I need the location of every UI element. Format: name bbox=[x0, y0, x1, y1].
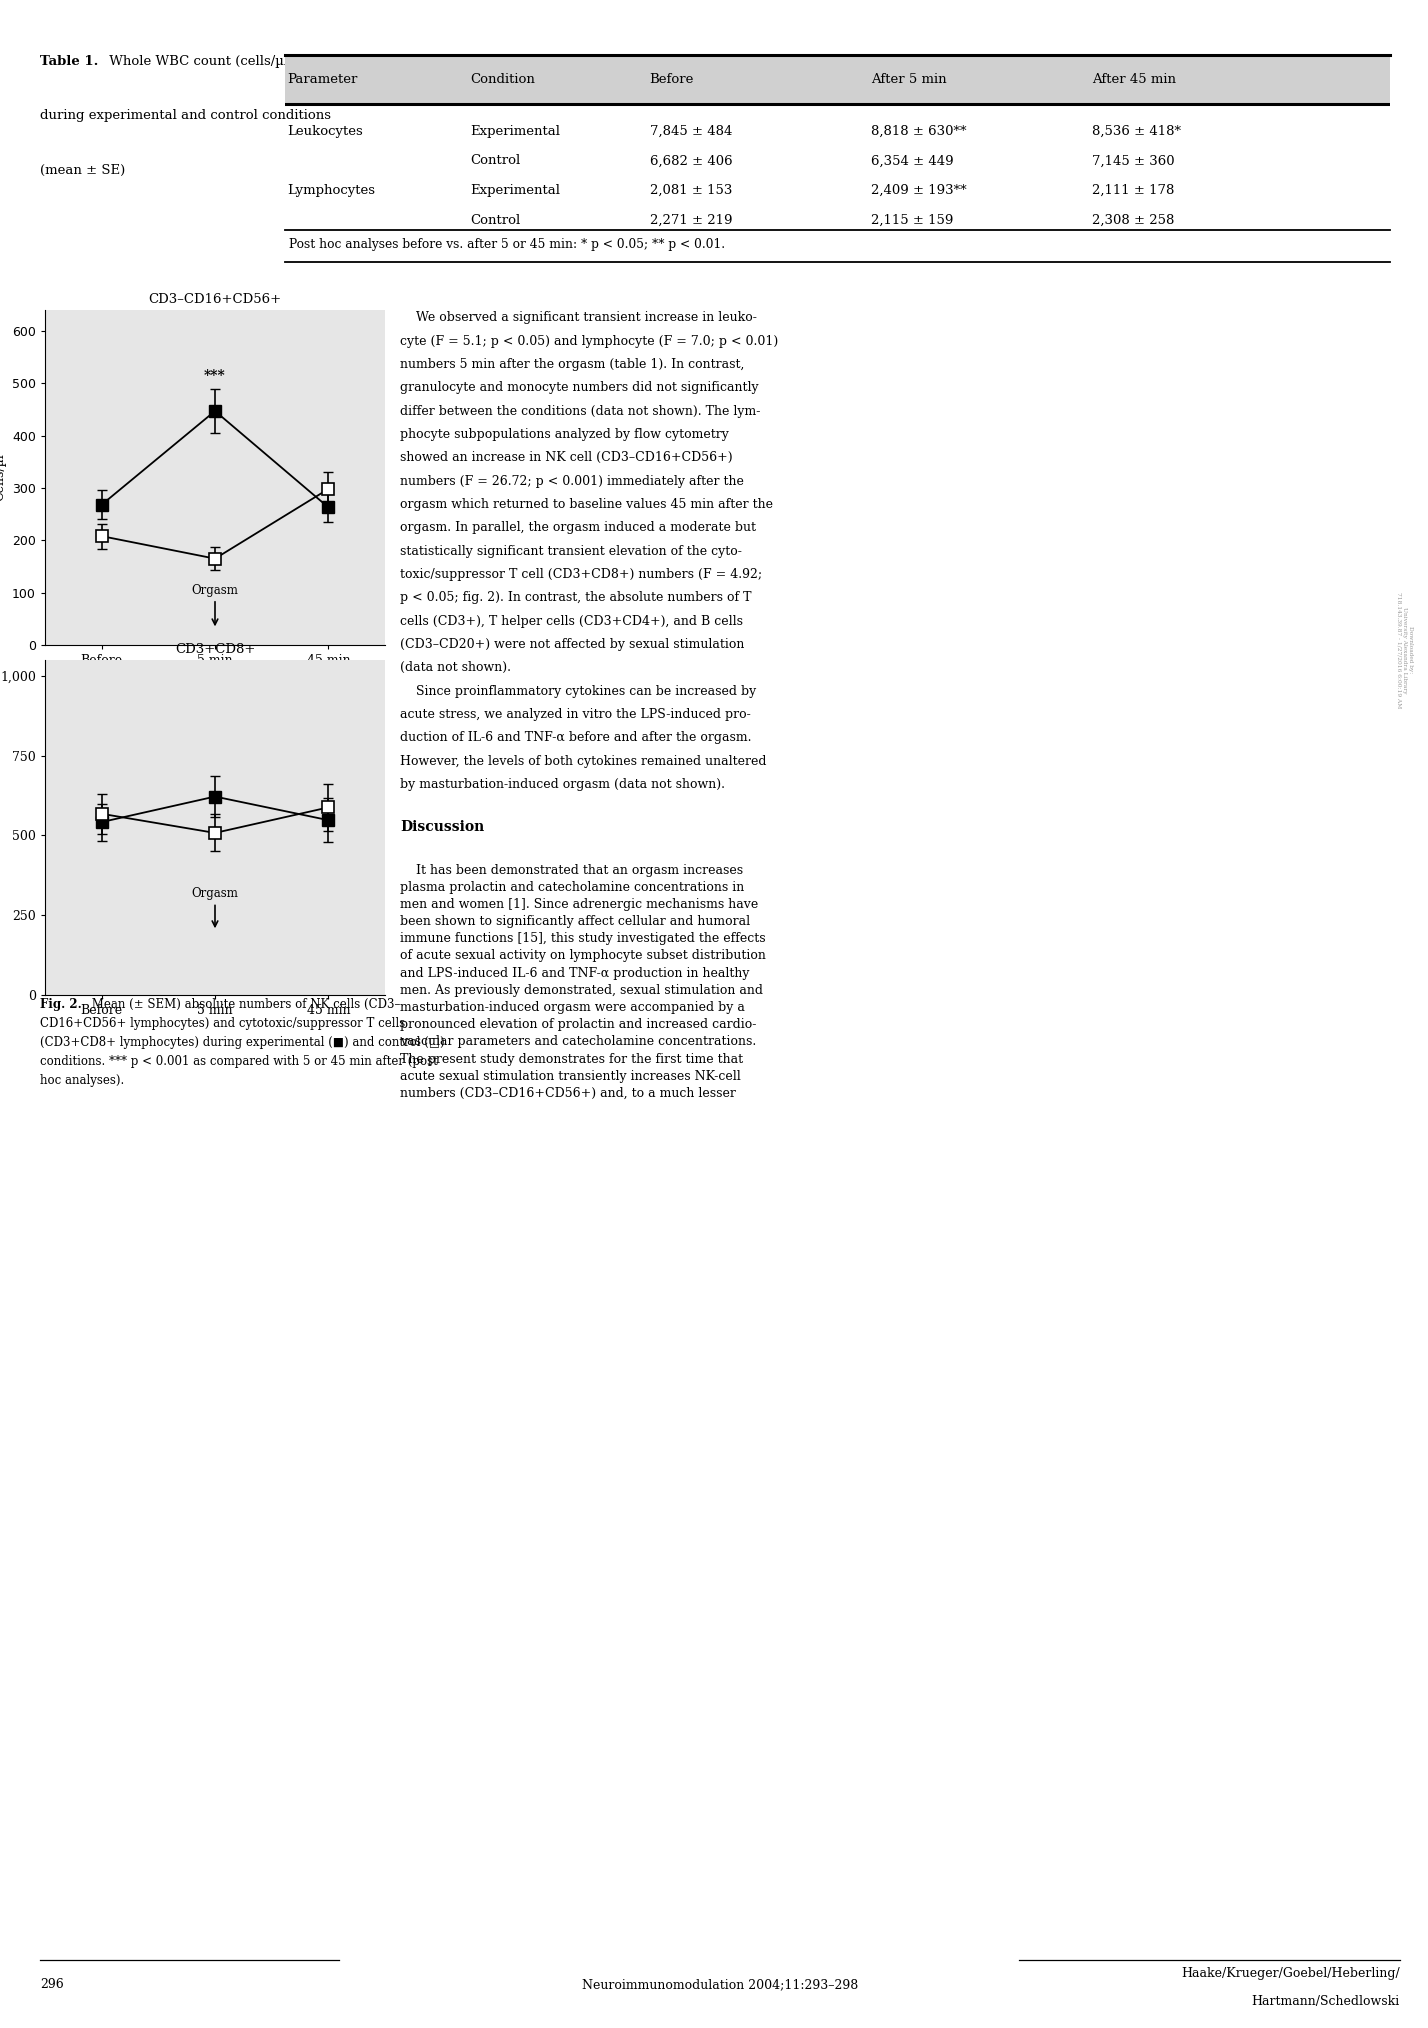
Text: Orgasm: Orgasm bbox=[191, 886, 238, 900]
Text: (mean ± SE): (mean ± SE) bbox=[40, 164, 126, 176]
Text: Condition: Condition bbox=[471, 73, 536, 85]
Text: numbers (F = 26.72; p < 0.001) immediately after the: numbers (F = 26.72; p < 0.001) immediate… bbox=[400, 475, 744, 487]
Bar bbox=[286, 55, 1389, 103]
Text: Control: Control bbox=[471, 213, 521, 227]
Text: After 45 min: After 45 min bbox=[1091, 73, 1175, 85]
Text: orgasm which returned to baseline values 45 min after the: orgasm which returned to baseline values… bbox=[400, 497, 773, 511]
Title: CD3+CD8+: CD3+CD8+ bbox=[174, 643, 256, 655]
Text: ***: *** bbox=[204, 369, 226, 383]
Text: It has been demonstrated that an orgasm increases: It has been demonstrated that an orgasm … bbox=[400, 864, 743, 876]
Text: pronounced elevation of prolactin and increased cardio-: pronounced elevation of prolactin and in… bbox=[400, 1018, 757, 1030]
Text: Neuroimmunomodulation 2004;11:293–298: Neuroimmunomodulation 2004;11:293–298 bbox=[581, 1977, 858, 1991]
Text: 2,409 ± 193**: 2,409 ± 193** bbox=[871, 185, 967, 197]
Text: Leukocytes: Leukocytes bbox=[287, 124, 363, 138]
Text: duction of IL-6 and TNF-α before and after the orgasm.: duction of IL-6 and TNF-α before and aft… bbox=[400, 732, 751, 744]
Text: men and women [1]. Since adrenergic mechanisms have: men and women [1]. Since adrenergic mech… bbox=[400, 898, 758, 911]
Title: CD3–CD16+CD56+: CD3–CD16+CD56+ bbox=[149, 294, 281, 306]
Text: Discussion: Discussion bbox=[400, 819, 484, 834]
Text: 2,308 ± 258: 2,308 ± 258 bbox=[1091, 213, 1174, 227]
Text: Experimental: Experimental bbox=[471, 185, 561, 197]
Text: CD16+CD56+ lymphocytes) and cytotoxic/suppressor T cells: CD16+CD56+ lymphocytes) and cytotoxic/su… bbox=[40, 1018, 406, 1030]
Text: numbers 5 min after the orgasm (table 1). In contrast,: numbers 5 min after the orgasm (table 1)… bbox=[400, 357, 744, 371]
Text: vascular parameters and catecholamine concentrations.: vascular parameters and catecholamine co… bbox=[400, 1036, 757, 1048]
Text: Orgasm: Orgasm bbox=[191, 584, 238, 596]
Text: 6,354 ± 449: 6,354 ± 449 bbox=[871, 154, 954, 168]
Text: 2,081 ± 153: 2,081 ± 153 bbox=[650, 185, 733, 197]
Text: orgasm. In parallel, the orgasm induced a moderate but: orgasm. In parallel, the orgasm induced … bbox=[400, 521, 755, 533]
Text: Since proinflammatory cytokines can be increased by: Since proinflammatory cytokines can be i… bbox=[400, 685, 757, 698]
Text: The present study demonstrates for the first time that: The present study demonstrates for the f… bbox=[400, 1053, 743, 1065]
Text: 2,111 ± 178: 2,111 ± 178 bbox=[1091, 185, 1174, 197]
Text: 2,271 ± 219: 2,271 ± 219 bbox=[650, 213, 733, 227]
Text: 7,145 ± 360: 7,145 ± 360 bbox=[1091, 154, 1174, 168]
Text: Control: Control bbox=[471, 154, 521, 168]
Text: Before: Before bbox=[650, 73, 694, 85]
Text: Table 1.: Table 1. bbox=[40, 55, 99, 69]
Text: hoc analyses).: hoc analyses). bbox=[40, 1075, 124, 1087]
Y-axis label: Cells/µl: Cells/µl bbox=[0, 454, 6, 501]
Text: of acute sexual activity on lymphocyte subset distribution: of acute sexual activity on lymphocyte s… bbox=[400, 949, 765, 963]
Text: by masturbation-induced orgasm (data not shown).: by masturbation-induced orgasm (data not… bbox=[400, 779, 725, 791]
Text: Hartmann/Schedlowski: Hartmann/Schedlowski bbox=[1252, 1996, 1399, 2008]
Text: (data not shown).: (data not shown). bbox=[400, 661, 511, 673]
Text: toxic/suppressor T cell (CD3+CD8+) numbers (F = 4.92;: toxic/suppressor T cell (CD3+CD8+) numbe… bbox=[400, 568, 763, 580]
Text: (CD3+CD8+ lymphocytes) during experimental (■) and control (□): (CD3+CD8+ lymphocytes) during experiment… bbox=[40, 1036, 444, 1048]
Text: 2,115 ± 159: 2,115 ± 159 bbox=[871, 213, 952, 227]
Text: immune functions [15], this study investigated the effects: immune functions [15], this study invest… bbox=[400, 933, 765, 945]
Text: acute sexual stimulation transiently increases NK-cell: acute sexual stimulation transiently inc… bbox=[400, 1071, 741, 1083]
Text: acute stress, we analyzed in vitro the LPS-induced pro-: acute stress, we analyzed in vitro the L… bbox=[400, 708, 751, 720]
Text: Whole WBC count (cells/µl): Whole WBC count (cells/µl) bbox=[104, 55, 293, 69]
Text: masturbation-induced orgasm were accompanied by a: masturbation-induced orgasm were accompa… bbox=[400, 1002, 745, 1014]
Text: differ between the conditions (data not shown). The lym-: differ between the conditions (data not … bbox=[400, 404, 760, 418]
Text: cells (CD3+), T helper cells (CD3+CD4+), and B cells: cells (CD3+), T helper cells (CD3+CD4+),… bbox=[400, 614, 743, 627]
Text: during experimental and control conditions: during experimental and control conditio… bbox=[40, 110, 331, 122]
Text: However, the levels of both cytokines remained unaltered: However, the levels of both cytokines re… bbox=[400, 754, 767, 767]
Text: 8,818 ± 630**: 8,818 ± 630** bbox=[871, 124, 967, 138]
Text: showed an increase in NK cell (CD3–CD16+CD56+): showed an increase in NK cell (CD3–CD16+… bbox=[400, 450, 733, 464]
Text: 296: 296 bbox=[40, 1977, 64, 1991]
Text: cyte (F = 5.1; p < 0.05) and lymphocyte (F = 7.0; p < 0.01): cyte (F = 5.1; p < 0.05) and lymphocyte … bbox=[400, 335, 778, 347]
Text: After 5 min: After 5 min bbox=[871, 73, 947, 85]
Text: Fig. 2.: Fig. 2. bbox=[40, 998, 81, 1012]
Text: We observed a significant transient increase in leuko-: We observed a significant transient incr… bbox=[400, 310, 757, 324]
Text: granulocyte and monocyte numbers did not significantly: granulocyte and monocyte numbers did not… bbox=[400, 381, 758, 393]
Text: conditions. *** p < 0.001 as compared with 5 or 45 min after (post: conditions. *** p < 0.001 as compared wi… bbox=[40, 1055, 438, 1069]
Text: 6,682 ± 406: 6,682 ± 406 bbox=[650, 154, 733, 168]
Text: numbers (CD3–CD16+CD56+) and, to a much lesser: numbers (CD3–CD16+CD56+) and, to a much … bbox=[400, 1087, 735, 1099]
Text: 7,845 ± 484: 7,845 ± 484 bbox=[650, 124, 733, 138]
Text: Lymphocytes: Lymphocytes bbox=[287, 185, 376, 197]
Text: statistically significant transient elevation of the cyto-: statistically significant transient elev… bbox=[400, 544, 743, 558]
Text: 8,536 ± 418*: 8,536 ± 418* bbox=[1091, 124, 1181, 138]
Text: Haake/Krueger/Goebel/Heberling/: Haake/Krueger/Goebel/Heberling/ bbox=[1181, 1967, 1399, 1979]
Text: Experimental: Experimental bbox=[471, 124, 561, 138]
Text: (CD3–CD20+) were not affected by sexual stimulation: (CD3–CD20+) were not affected by sexual … bbox=[400, 639, 744, 651]
Text: men. As previously demonstrated, sexual stimulation and: men. As previously demonstrated, sexual … bbox=[400, 984, 763, 998]
Text: Downloaded by:
University Alexandra Library
718.143.39.87 - 1/27/2016 6:00:19 AM: Downloaded by: University Alexandra Libr… bbox=[1397, 592, 1414, 708]
Text: Parameter: Parameter bbox=[287, 73, 357, 85]
Text: Mean (± SEM) absolute numbers of NK cells (CD3–: Mean (± SEM) absolute numbers of NK cell… bbox=[89, 998, 400, 1012]
Text: Post hoc analyses before vs. after 5 or 45 min: * p < 0.05; ** p < 0.01.: Post hoc analyses before vs. after 5 or … bbox=[290, 237, 725, 251]
Text: been shown to significantly affect cellular and humoral: been shown to significantly affect cellu… bbox=[400, 915, 750, 929]
Text: and LPS-induced IL-6 and TNF-α production in healthy: and LPS-induced IL-6 and TNF-α productio… bbox=[400, 967, 750, 980]
Text: plasma prolactin and catecholamine concentrations in: plasma prolactin and catecholamine conce… bbox=[400, 880, 744, 894]
Text: p < 0.05; fig. 2). In contrast, the absolute numbers of T: p < 0.05; fig. 2). In contrast, the abso… bbox=[400, 592, 751, 604]
Text: phocyte subpopulations analyzed by flow cytometry: phocyte subpopulations analyzed by flow … bbox=[400, 428, 728, 440]
